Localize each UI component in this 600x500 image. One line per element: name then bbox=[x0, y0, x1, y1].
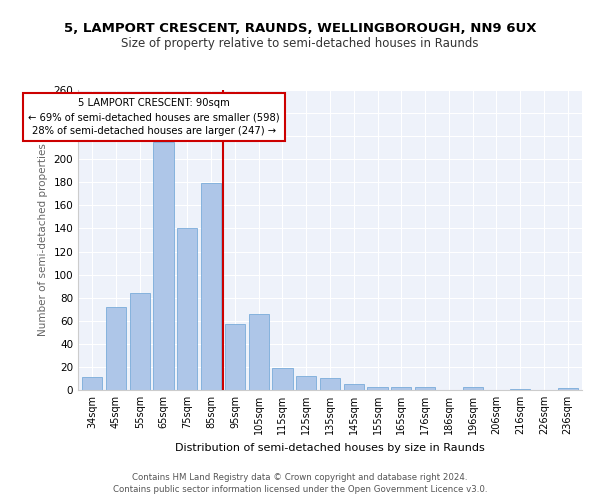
Bar bbox=[367, 386, 388, 390]
Bar bbox=[391, 386, 412, 390]
Bar bbox=[463, 386, 483, 390]
Bar bbox=[154, 142, 173, 390]
Bar bbox=[248, 314, 269, 390]
Bar bbox=[130, 293, 150, 390]
Y-axis label: Number of semi-detached properties: Number of semi-detached properties bbox=[38, 144, 48, 336]
Bar bbox=[82, 378, 103, 390]
Text: 5, LAMPORT CRESCENT, RAUNDS, WELLINGBOROUGH, NN9 6UX: 5, LAMPORT CRESCENT, RAUNDS, WELLINGBORO… bbox=[64, 22, 536, 36]
Bar bbox=[272, 368, 293, 390]
Bar bbox=[344, 384, 364, 390]
Bar bbox=[557, 388, 578, 390]
Bar bbox=[177, 228, 197, 390]
Bar bbox=[510, 389, 530, 390]
Text: Size of property relative to semi-detached houses in Raunds: Size of property relative to semi-detach… bbox=[121, 38, 479, 51]
Bar bbox=[106, 307, 126, 390]
Bar bbox=[296, 376, 316, 390]
Text: Contains public sector information licensed under the Open Government Licence v3: Contains public sector information licen… bbox=[113, 485, 487, 494]
Text: Contains HM Land Registry data © Crown copyright and database right 2024.: Contains HM Land Registry data © Crown c… bbox=[132, 472, 468, 482]
Bar bbox=[320, 378, 340, 390]
X-axis label: Distribution of semi-detached houses by size in Raunds: Distribution of semi-detached houses by … bbox=[175, 442, 485, 452]
Bar bbox=[201, 184, 221, 390]
Text: 5 LAMPORT CRESCENT: 90sqm
← 69% of semi-detached houses are smaller (598)
28% of: 5 LAMPORT CRESCENT: 90sqm ← 69% of semi-… bbox=[28, 98, 280, 136]
Bar bbox=[225, 324, 245, 390]
Bar bbox=[415, 386, 435, 390]
